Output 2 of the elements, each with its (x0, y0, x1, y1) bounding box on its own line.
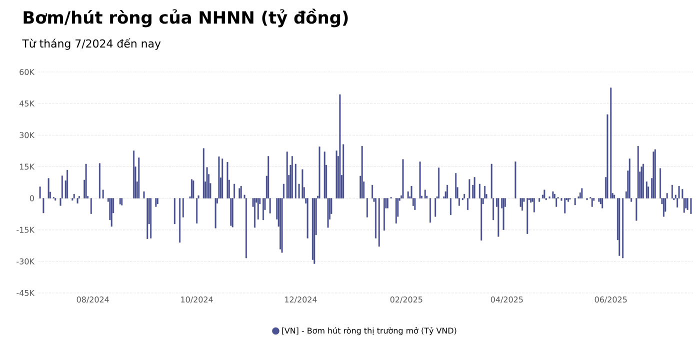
chart-title: Bơm/hút ròng của NHNN (tỷ đồng) (24, 8, 348, 28)
chart-subtitle: Từ tháng 7/2024 đến nay (22, 38, 161, 50)
